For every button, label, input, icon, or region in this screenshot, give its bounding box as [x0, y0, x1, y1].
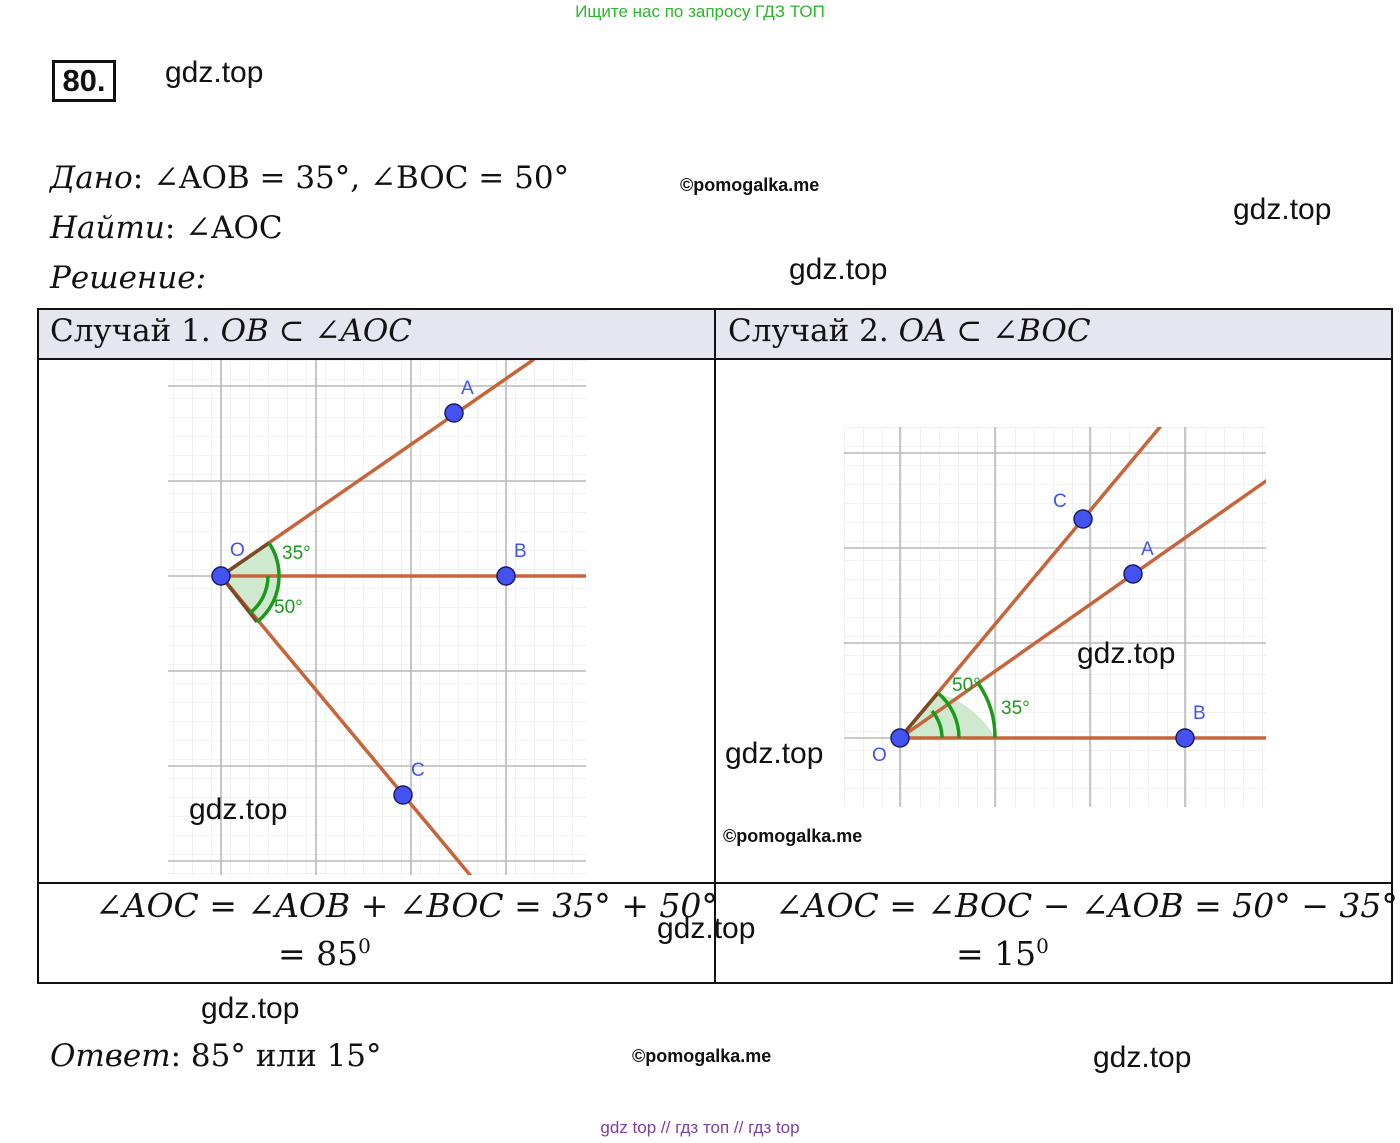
case1-formula-line2: = 850: [278, 934, 371, 973]
table-divider-vertical: [714, 310, 716, 983]
point-b: [496, 566, 516, 586]
label-a: A: [1141, 539, 1154, 560]
case2-result-sup: 0: [1036, 934, 1049, 958]
given-line: Дано: ∠AOB = 35°, ∠BOC = 50°: [50, 160, 569, 196]
label-c: C: [1053, 491, 1067, 512]
given-label: Дано: [50, 160, 133, 196]
watermark-gdz: gdz.top: [1233, 193, 1332, 226]
case2-result: = 15: [956, 934, 1037, 973]
watermark-gdz: gdz.top: [657, 912, 756, 945]
case1-condition: OB ⊂ ∠AOC: [220, 313, 412, 349]
answer-text: : 85° или 15°: [170, 1038, 382, 1074]
case1-header: Случай 1. OB ⊂ ∠AOC: [50, 313, 412, 349]
label-o: O: [230, 540, 245, 561]
case1-formula-line1: ∠AOC = ∠AOB + ∠BOC = 35° + 50°: [95, 886, 718, 925]
watermark-copyright: ©pomogalka.me: [632, 1046, 772, 1066]
watermark-gdz: gdz.top: [201, 992, 300, 1025]
case2-angle-label-50: 50°: [952, 675, 981, 696]
watermark-gdz: gdz.top: [189, 793, 288, 826]
watermark-gdz: gdz.top: [1093, 1041, 1192, 1074]
case2-angle-sides: [898, 691, 940, 740]
label-c: C: [411, 760, 425, 781]
case2-angle-label-35: 35°: [1001, 698, 1030, 719]
find-label: Найти: [50, 210, 165, 246]
answer-label: Ответ: [50, 1038, 171, 1074]
find-line: Найти: ∠AOC: [50, 210, 283, 246]
ray-oa: [898, 479, 1266, 740]
label-o: O: [872, 745, 887, 766]
point-b: [1175, 728, 1195, 748]
case2-rays: [898, 427, 1266, 740]
case2-points: [890, 509, 1195, 748]
watermark-gdz: gdz.top: [165, 56, 264, 89]
case2-formula: ∠AOC = ∠BOC − ∠AOB = 50° − 35°: [775, 886, 1398, 925]
case2-formula-line2: = 150: [956, 934, 1049, 973]
case2-formula-line1: ∠AOC = ∠BOC − ∠AOB = 50° − 35°: [775, 886, 1398, 925]
case1-result: = 85: [278, 934, 359, 973]
point-a: [444, 403, 464, 423]
case2-figure: 50° 35° O C A B: [844, 427, 1266, 807]
watermark-copyright: ©pomogalka.me: [680, 175, 820, 195]
case1-result-sup: 0: [358, 934, 371, 958]
search-hint: Ищите нас по запросу ГДЗ ТОП: [575, 2, 825, 21]
given-text: : ∠AOB = 35°, ∠BOC = 50°: [132, 160, 570, 196]
case2-angle-fill: [900, 693, 995, 738]
answer-line: Ответ: 85° или 15°: [50, 1038, 382, 1074]
ray-oc: [219, 574, 472, 875]
footer-links: gdz top // гдз топ // гдз top: [600, 1118, 800, 1137]
watermark-gdz: gdz.top: [789, 253, 888, 286]
ray-oc: [898, 427, 1162, 740]
label-b: B: [514, 541, 527, 562]
label-a: A: [461, 378, 474, 399]
case1-angle-label-50: 50°: [274, 597, 303, 618]
case2-angle-arcs: [930, 682, 997, 739]
case2-condition: OA ⊂ ∠BOC: [898, 313, 1091, 349]
table-divider-horizontal: [39, 882, 1391, 884]
case1-formula: ∠AOC = ∠AOB + ∠BOC = 35° + 50°: [95, 886, 718, 925]
point-o: [890, 728, 910, 748]
case1-points: [211, 403, 516, 805]
case1-title: Случай 1.: [50, 313, 211, 349]
case1-angle-fill: [221, 543, 280, 622]
point-o: [211, 566, 231, 586]
point-a: [1123, 564, 1143, 584]
ray-oa: [219, 360, 535, 578]
watermark-copyright: ©pomogalka.me: [723, 826, 863, 846]
point-c: [393, 785, 413, 805]
watermark-gdz: gdz.top: [1077, 637, 1176, 670]
case2-title: Случай 2.: [728, 313, 889, 349]
case1-angle-arcs: [248, 542, 281, 624]
label-b: B: [1193, 703, 1206, 724]
task-number: 80.: [52, 60, 116, 102]
point-c: [1073, 509, 1093, 529]
watermark-gdz: gdz.top: [725, 737, 824, 770]
case1-rays: [219, 360, 586, 875]
find-text: : ∠AOC: [164, 210, 283, 246]
case1-angle-label-35: 35°: [282, 543, 311, 564]
cases-table: [37, 308, 1393, 984]
case1-figure: 35° 50° O A B C: [168, 360, 586, 875]
case2-header: Случай 2. OA ⊂ ∠BOC: [728, 313, 1091, 349]
solution-label: Решение:: [50, 260, 207, 296]
